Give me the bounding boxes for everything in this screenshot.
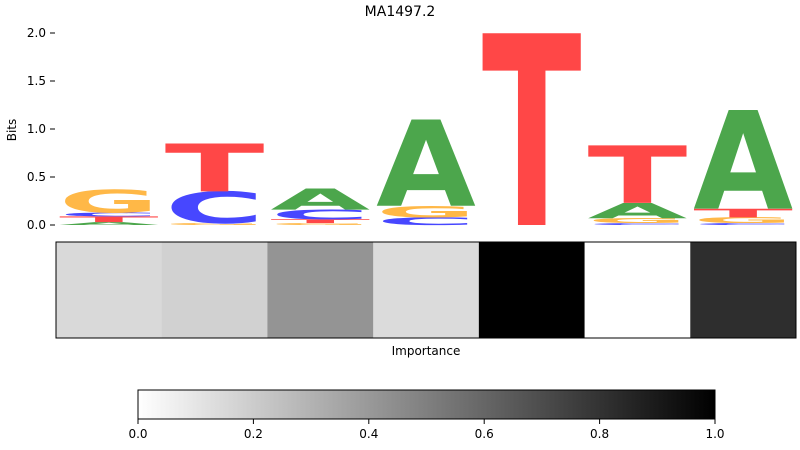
y-tick-label: 1.0: [27, 122, 46, 136]
y-tick-label: 2.0: [27, 26, 46, 40]
logo-letter-c: C: [693, 223, 793, 226]
logo-letter-a: A: [270, 183, 370, 217]
y-axis: 0.0 0.5 1.0 1.5 2.0: [27, 26, 55, 232]
y-tick-label: 0.0: [27, 218, 46, 232]
logo-letter-g: G: [59, 183, 159, 220]
logo-letter-g: G: [270, 223, 370, 226]
y-tick-label: 0.5: [27, 170, 46, 184]
logo-letter-t: T: [482, 0, 582, 288]
colorbar-tick-label: 1.0: [705, 427, 724, 441]
heatmap-cell: [267, 242, 374, 338]
logo-letter-a: A: [376, 97, 476, 235]
heatmap-cell: [584, 242, 691, 338]
y-axis-label: Bits: [5, 119, 19, 142]
logo-letter-c: C: [376, 215, 476, 227]
colorbar-tick-label: 0.2: [244, 427, 263, 441]
heatmap-xlabel: Importance: [392, 344, 461, 358]
logo-letter-a: A: [588, 199, 688, 224]
logo-letter-g: G: [376, 203, 476, 221]
heatmap-cell: [373, 242, 480, 338]
colorbar-tick-label: 0.6: [475, 427, 494, 441]
logo-letter-c: C: [59, 211, 159, 217]
logo-letter-g: G: [693, 216, 793, 225]
logo-letter-a: A: [693, 84, 793, 242]
logo-letter-t: T: [59, 215, 159, 224]
heatmap-cell: [690, 242, 797, 338]
importance-heatmap: [56, 242, 797, 338]
logo-letter-t: T: [693, 206, 793, 220]
logo-letter-t: T: [165, 130, 265, 207]
logo-letter-a: A: [59, 221, 159, 226]
logo-letter-g: G: [588, 217, 688, 225]
logo-letter-c: C: [270, 207, 370, 222]
colorbar-tick-label: 0.8: [590, 427, 609, 441]
colorbar-tick-label: 0.0: [128, 427, 147, 441]
heatmap-cell: [478, 242, 586, 338]
logo-letter-g: G: [165, 223, 265, 226]
chart-title: MA1497.2: [365, 4, 436, 20]
colorbar-ticks: 0.0 0.2 0.4 0.6 0.8 1.0: [128, 419, 725, 441]
heatmap-cell: [56, 242, 163, 338]
logo-letter-c: C: [588, 223, 688, 226]
logo-letter-t: T: [270, 218, 370, 224]
logo-letter-t: T: [588, 130, 688, 222]
colorbar-tick-label: 0.4: [359, 427, 378, 441]
colorbar: [137, 389, 716, 420]
heatmap-cell: [161, 242, 268, 338]
y-tick-label: 1.5: [27, 74, 46, 88]
heatmap-frame: [55, 241, 797, 339]
logo-letter-c: C: [165, 183, 265, 234]
